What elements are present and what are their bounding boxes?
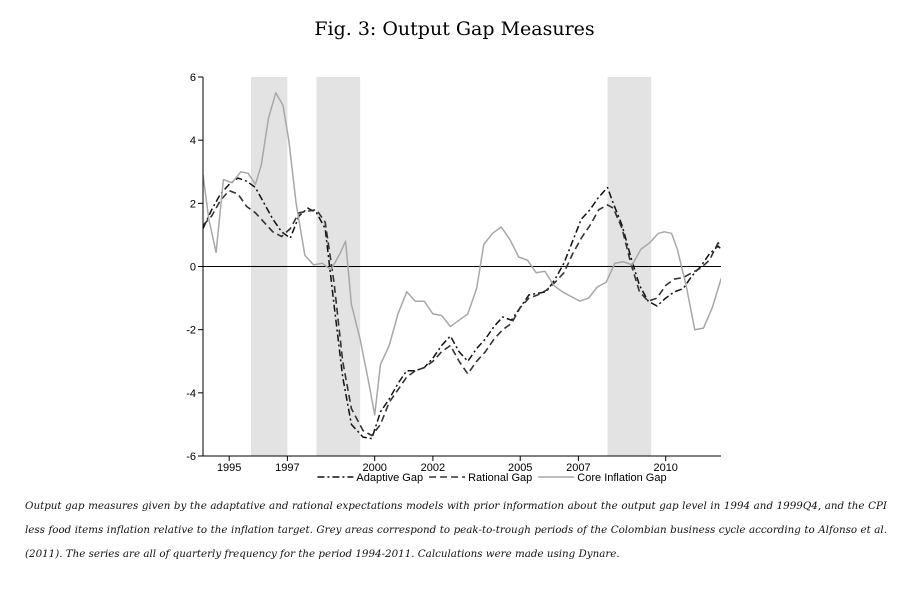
legend-label: Core Inflation Gap xyxy=(577,472,666,484)
legend: Adaptive Gap Rational Gap Core Inflation G… xyxy=(317,472,667,484)
y-tick-label: 6 xyxy=(190,72,196,84)
x-tick-label: 2005 xyxy=(508,462,532,474)
y-tick-label: 2 xyxy=(190,198,196,210)
x-tick-label: 1995 xyxy=(217,462,241,474)
y-tick-label: -4 xyxy=(186,388,196,400)
figure-caption: Output gap measures given by the adaptat… xyxy=(25,500,887,560)
x-tick-label: 2007 xyxy=(566,462,590,474)
x-tick-label: 1997 xyxy=(275,462,299,474)
chart: -6 -4 -2 0 2 4 6 1995 1997 2000 2002 2005 2007 2010 A… xyxy=(186,72,721,484)
figure-title: Fig. 3: Output Gap Measures xyxy=(314,18,595,40)
series-line-rational-gap xyxy=(203,189,721,437)
y-tick-label: -2 xyxy=(186,325,196,337)
y-tick-label: 4 xyxy=(190,135,196,147)
axes: -6 -4 -2 0 2 4 6 1995 1997 2000 2002 2005 2007 2010 xyxy=(186,72,721,474)
legend-label: Adaptive Gap xyxy=(356,472,423,484)
y-tick-label: -6 xyxy=(186,451,196,463)
series-lines xyxy=(203,92,721,440)
legend-label: Rational Gap xyxy=(468,472,532,484)
x-tick-label: 2010 xyxy=(653,462,677,474)
y-tick-label: 0 xyxy=(190,262,196,274)
series-line-core-inflation-gap xyxy=(203,92,721,416)
x-tick-label: 2002 xyxy=(421,462,445,474)
x-tick-label: 2000 xyxy=(362,462,386,474)
